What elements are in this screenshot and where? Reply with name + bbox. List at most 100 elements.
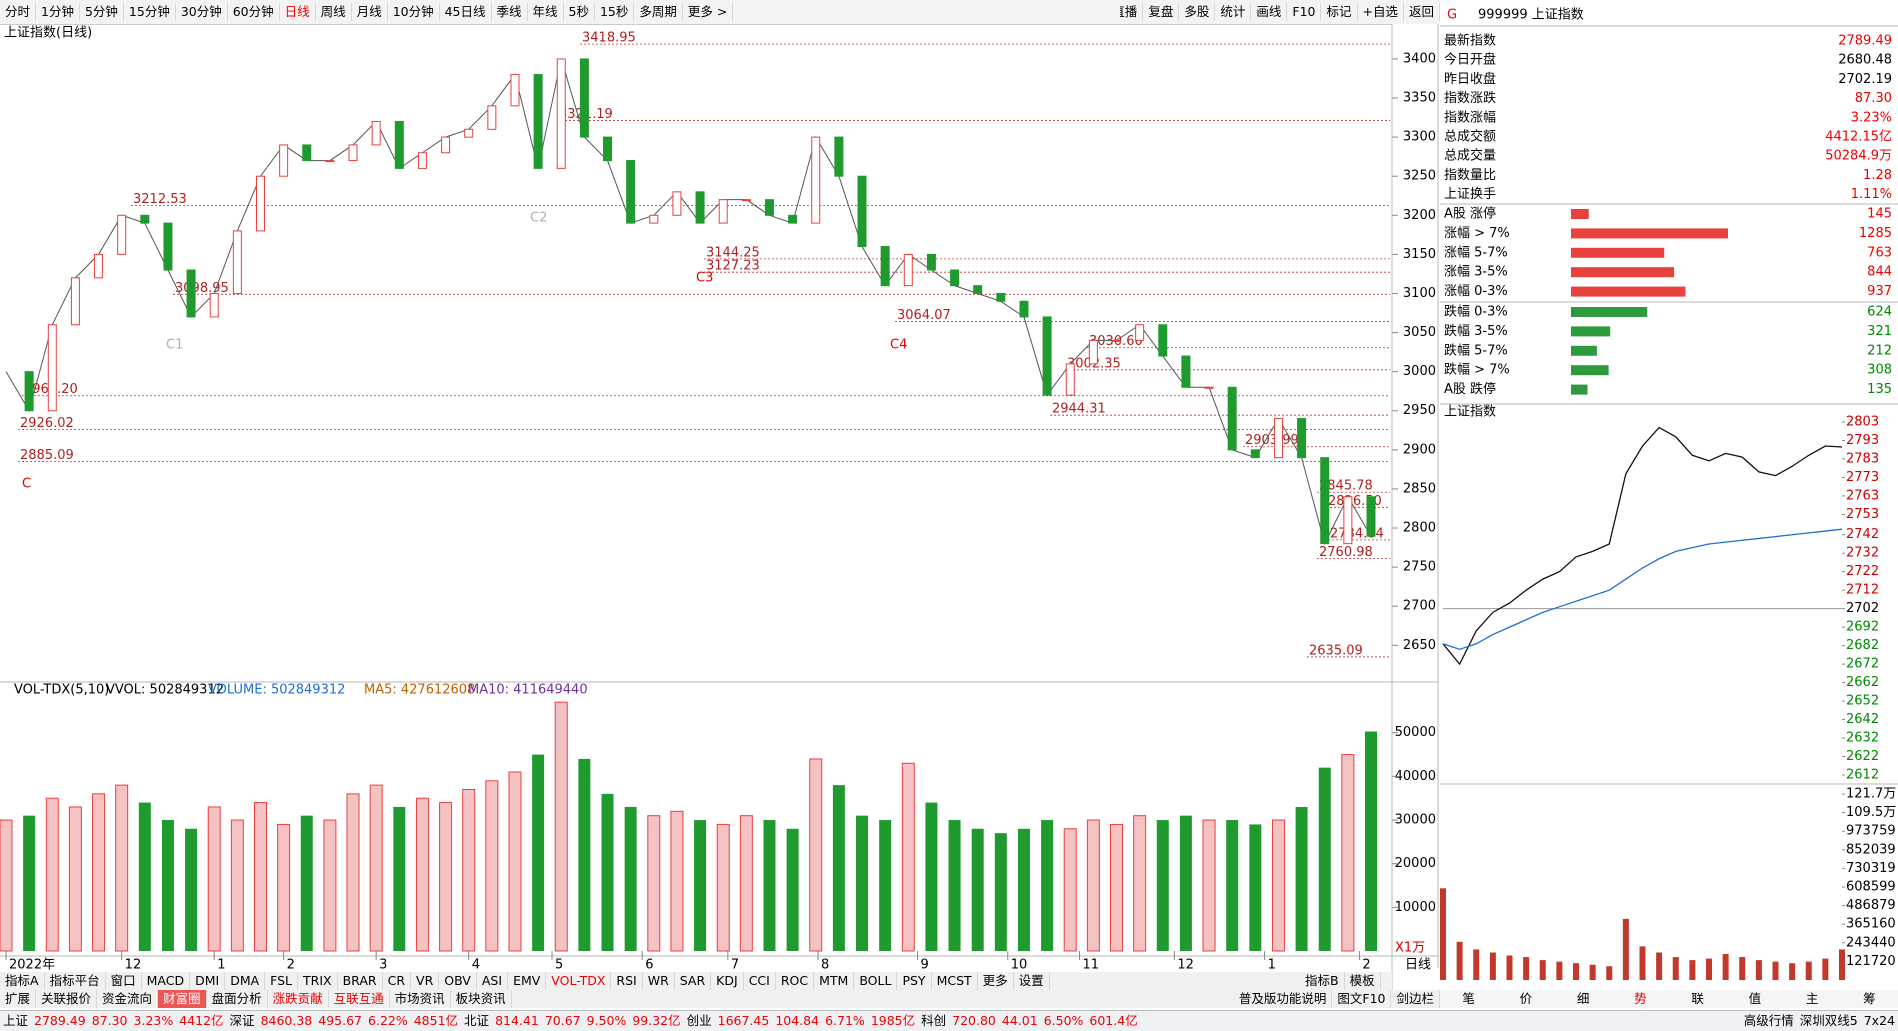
indicator-tab[interactable]: VR [411,972,440,990]
tool-button[interactable]: 多股 [1179,3,1216,21]
indicator-tab[interactable]: MCST [932,972,978,990]
indicator-tab[interactable]: KDJ [711,972,744,990]
intraday-volume [1822,958,1829,980]
period-button[interactable]: 45日线 [440,3,492,21]
period-button[interactable]: 15秒 [595,3,635,21]
tool-button[interactable]: 画线 [1251,3,1288,21]
panel-tab[interactable]: 资金流向 [97,990,159,1008]
indicator-tab[interactable]: 指标A [0,972,45,990]
period-button[interactable]: 10分钟 [388,3,440,21]
indicator-tab[interactable]: ASI [477,972,509,990]
intraday-tab[interactable]: 主 [1805,991,1819,1006]
indicator-tab[interactable]: MTM [814,972,855,990]
period-button[interactable]: 周线 [316,3,352,21]
indicator-tab[interactable]: ROC [776,972,815,990]
volume-bar [185,828,198,951]
indicator-tab[interactable]: CR [383,972,412,990]
status-item[interactable]: 高级行情 [1743,1013,1794,1028]
intraday-tab[interactable]: 值 [1748,991,1762,1006]
indicator-tab[interactable]: MACD [142,972,191,990]
panel-tab[interactable]: 图文F10 [1332,990,1392,1008]
indicator-tab[interactable]: CCI [744,972,776,990]
panel-tab[interactable]: 普及版功能说明 [1234,990,1333,1008]
indicator-tab[interactable]: BRAR [338,972,383,990]
intraday-volume [1506,955,1513,980]
level-label: 2635.09 [1309,643,1363,658]
tool-button[interactable]: 统计 [1215,3,1252,21]
intraday-volume [1556,961,1563,980]
index-value: 4412亿 [179,1013,224,1028]
indicator-tab[interactable]: 窗口 [106,972,142,990]
indicator-tab[interactable]: OBV [439,972,477,990]
index-value: 6.50% [1043,1013,1084,1028]
indicator-tab[interactable]: DMI [190,972,226,990]
breadth-value: 937 [1867,284,1892,299]
tool-button[interactable]: F10 [1287,3,1322,21]
indicator-tab[interactable]: 指标B [1300,972,1345,990]
period-button[interactable]: 5秒 [564,3,595,21]
indicator-tab[interactable]: 更多 [978,972,1014,990]
status-item[interactable]: 深圳双线5 [1799,1013,1858,1028]
candle [1019,300,1029,318]
panel-tab[interactable]: 板块资讯 [451,990,512,1008]
period-button[interactable]: 30分钟 [176,3,228,21]
period-button[interactable]: 更多 > [683,3,734,21]
panel-tab[interactable]: 涨跌贡献 [268,990,329,1008]
indicator-tab[interactable]: VOL-TDX [546,972,612,990]
indicator-tab[interactable]: 指标平台 [45,972,106,990]
indicator-tab[interactable]: PSY [897,972,932,990]
panel-tab[interactable]: 剑边栏 [1391,990,1440,1008]
status-item[interactable]: 7x24 [1863,1013,1895,1028]
indicator-tab[interactable]: FSL [265,972,299,990]
candle [47,324,57,412]
indicator-tab[interactable]: BOLL [854,972,898,990]
indicator-tab[interactable]: DMA [225,972,266,990]
quote-label: 上证换手 [1444,187,1496,202]
panel-tab[interactable]: 互联互通 [329,990,390,1008]
period-button[interactable]: 60分钟 [228,3,280,21]
candle [348,144,358,162]
intraday-tab[interactable]: 价 [1519,991,1533,1006]
panel-tab[interactable]: 财富圈 [158,990,207,1008]
panel-tab[interactable]: 扩展 [0,990,37,1008]
volume-bar [971,828,984,951]
period-button[interactable]: 1分钟 [36,3,80,21]
indicator-tab[interactable]: SAR [675,972,712,990]
intraday-tab[interactable]: 细 [1576,991,1590,1006]
breadth-label: A股 涨停 [1444,206,1496,222]
volume-bar [300,815,313,951]
intraday-tab[interactable]: 势 [1634,991,1647,1006]
indicator-tab[interactable]: 设置 [1014,972,1050,990]
period-button[interactable]: 月线 [352,3,388,21]
level-label: 3212.53 [133,192,187,207]
tool-button[interactable]: 直播 [1120,3,1144,21]
tool-button[interactable]: +自选 [1358,3,1404,21]
period-button[interactable]: 5分钟 [80,3,124,21]
intraday-tab[interactable]: 联 [1691,991,1704,1006]
period-button[interactable]: 年线 [528,3,564,21]
period-button[interactable]: 多周期 [634,3,683,21]
tool-button[interactable]: 复盘 [1143,3,1180,21]
indicator-tab[interactable]: EMV [508,972,547,990]
intraday-tab[interactable]: 笔 [1462,991,1475,1006]
period-button[interactable]: 季线 [492,3,528,21]
period-button[interactable]: 15分钟 [124,3,176,21]
tool-button[interactable]: 返回 [1404,3,1440,21]
intraday-tab[interactable]: 筹 [1863,991,1876,1006]
period-button[interactable]: 分时 [0,3,37,21]
period-button[interactable]: 日线 [280,3,316,21]
panel-tab[interactable]: 市场资讯 [390,990,451,1008]
panel-tab[interactable]: 关联报价 [36,990,98,1008]
panel-tab[interactable]: 盘面分析 [207,990,268,1008]
quote-title: 999999 上证指数 [1478,8,1584,23]
quote-value: 2702.19 [1838,72,1892,87]
indicator-tab[interactable]: WR [643,972,675,990]
indicator-tab[interactable]: 模板 [1345,972,1381,990]
y-tick-label: 2753 [1846,507,1879,522]
indicator-tab[interactable]: RSI [611,972,643,990]
chart-title: 上证指数 [1444,405,1496,420]
breadth-bar [1571,384,1588,395]
intraday-volume [1456,941,1463,980]
indicator-tab[interactable]: TRIX [298,972,338,990]
tool-button[interactable]: 标记 [1321,3,1358,21]
